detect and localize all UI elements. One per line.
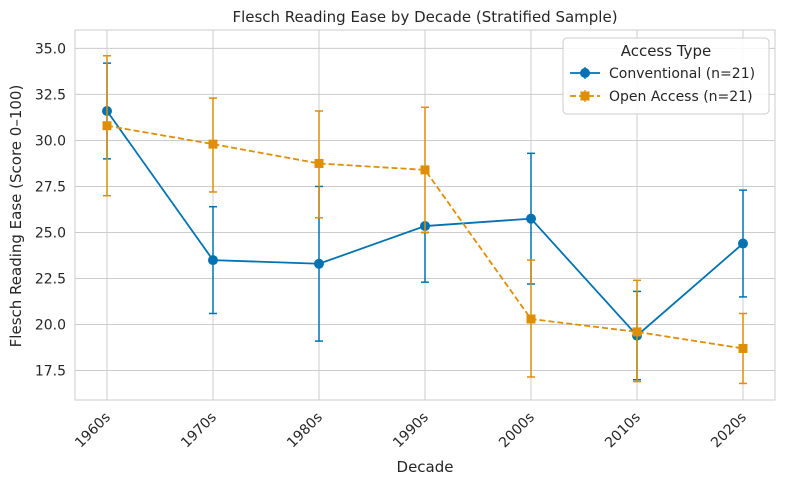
legend-item: Open Access (n=21) [570, 89, 753, 105]
data-point [208, 255, 218, 266]
legend-label: Open Access (n=21) [609, 89, 753, 105]
y-tick-label: 17.5 [35, 364, 66, 380]
series-2 [102, 55, 748, 385]
y-tick-label: 27.5 [35, 179, 66, 195]
x-axis-label: Decade [397, 458, 454, 476]
x-tick-label: 2010s [602, 410, 644, 452]
data-point [102, 121, 112, 131]
series-layer [102, 55, 748, 385]
data-point [526, 314, 536, 324]
legend-items: Conventional (n=21) Open Access (n=21) [570, 66, 755, 105]
y-axis: 17.5 20.0 22.5 25.0 27.5 30.0 32.5 35.0 [35, 41, 66, 379]
x-tick-label: 1990s [390, 410, 432, 452]
legend: Access Type Conventional (n=21) Open Acce… [562, 37, 770, 115]
x-tick-label: 1970s [178, 410, 220, 452]
x-axis: 1960s 1970s 1980s 1990s 2000s 2010s 2020s [72, 410, 750, 452]
y-tick-label: 25.0 [35, 225, 66, 241]
x-tick-label: 2020s [708, 410, 750, 452]
data-point [738, 238, 748, 249]
legend-label: Conventional (n=21) [609, 66, 755, 82]
legend-title: Access Type [621, 42, 712, 60]
y-tick-label: 20.0 [35, 318, 66, 334]
legend-marker [580, 91, 590, 101]
y-tick-label: 35.0 [35, 41, 66, 57]
y-tick-label: 30.0 [35, 133, 66, 149]
data-point [632, 327, 642, 337]
legend-marker [580, 68, 590, 78]
plot-frame [74, 29, 776, 401]
data-point [208, 139, 218, 149]
y-axis-label: Flesch Reading Ease (Score 0–100) [7, 85, 25, 348]
chart-title: Flesch Reading Ease by Decade (Stratifie… [232, 8, 617, 26]
x-tick-label: 2000s [496, 410, 538, 452]
x-tick-label: 1980s [284, 410, 326, 452]
legend-box [562, 37, 770, 115]
data-point [526, 213, 536, 224]
y-tick-label: 22.5 [35, 272, 66, 288]
data-point [314, 258, 324, 269]
y-tick-label: 32.5 [35, 87, 66, 103]
data-point [314, 158, 324, 168]
legend-item: Conventional (n=21) [570, 66, 755, 82]
x-tick-label: 1960s [72, 410, 114, 452]
data-point [738, 343, 748, 353]
data-point [420, 165, 430, 175]
